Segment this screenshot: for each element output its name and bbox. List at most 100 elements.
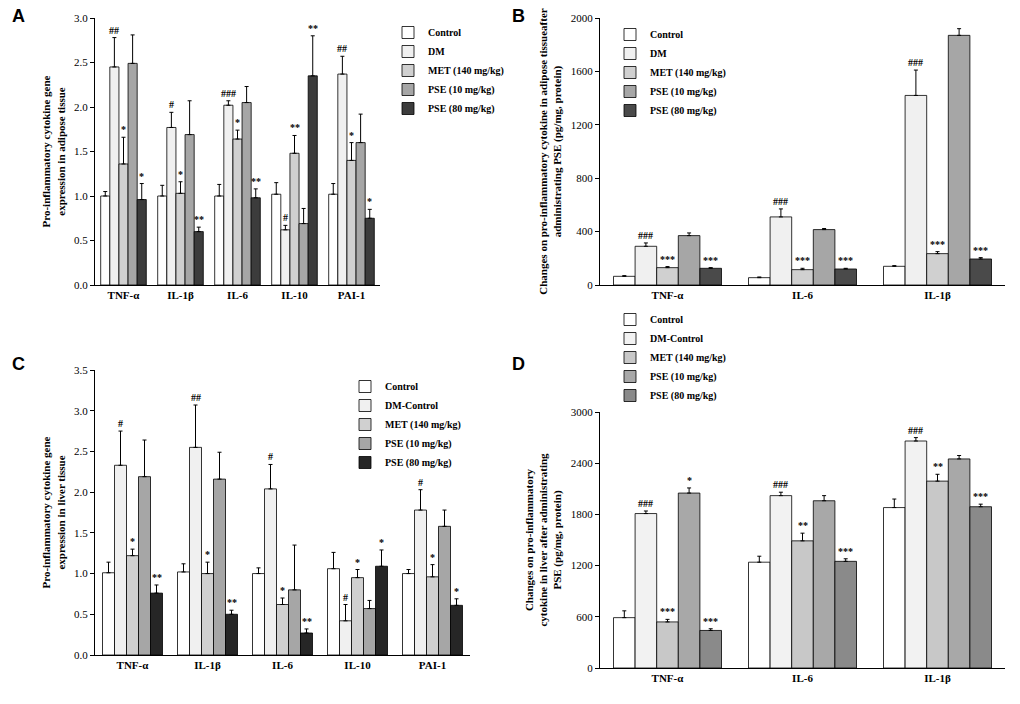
svg-text:**: ** [290,122,300,133]
svg-text:PAI-1: PAI-1 [338,289,365,301]
svg-text:3.0: 3.0 [74,405,88,417]
svg-text:0.5: 0.5 [74,608,88,620]
svg-text:Control: Control [650,29,683,40]
svg-text:IL-6: IL-6 [227,289,248,301]
svg-text:#: # [118,418,123,429]
svg-text:1800: 1800 [571,508,594,520]
svg-text:*: * [280,585,285,596]
svg-text:#: # [169,99,174,110]
svg-text:IL-6: IL-6 [272,659,293,671]
svg-text:DM: DM [650,48,667,59]
svg-text:#: # [418,477,423,488]
svg-text:PSE (10 mg/kg): PSE (10 mg/kg) [428,84,495,96]
svg-text:***: *** [703,255,718,266]
svg-text:1200: 1200 [571,119,594,131]
svg-text:###: ### [908,425,923,436]
svg-text:MET (140 mg/kg): MET (140 mg/kg) [428,65,504,77]
svg-text:TNF-α: TNF-α [108,289,141,301]
svg-text:3000: 3000 [571,406,594,418]
svg-text:PSE (10 mg/kg): PSE (10 mg/kg) [650,86,717,98]
svg-text:B: B [512,6,525,26]
svg-text:600: 600 [576,611,593,623]
svg-text:***: *** [703,616,718,627]
svg-text:IL-10: IL-10 [281,289,308,301]
svg-text:IL-1β: IL-1β [194,659,221,671]
svg-text:0.0: 0.0 [74,649,88,661]
svg-text:***: *** [973,491,988,502]
svg-text:MET (140 mg/kg): MET (140 mg/kg) [385,419,461,431]
svg-text:Control: Control [385,381,418,392]
svg-text:***: *** [838,546,853,557]
svg-text:Changes on pro-inflammatorycyt: Changes on pro-inflammatorycytokine in l… [523,453,565,627]
svg-text:PSE (10 mg/kg): PSE (10 mg/kg) [650,371,717,383]
svg-text:***: *** [795,255,810,266]
svg-text:TNF-α: TNF-α [652,672,685,684]
svg-text:*: * [139,171,144,182]
svg-text:##: ## [191,392,201,403]
svg-text:1200: 1200 [571,559,594,571]
svg-text:***: *** [973,245,988,256]
svg-text:*: * [205,549,210,560]
svg-text:PSE (80 mg/kg): PSE (80 mg/kg) [650,105,717,117]
svg-text:*: * [379,537,384,548]
svg-text:IL-1β: IL-1β [924,672,951,684]
svg-text:0.5: 0.5 [74,234,88,246]
svg-text:*: * [130,536,135,547]
svg-text:PSE (80 mg/kg): PSE (80 mg/kg) [650,390,717,402]
svg-text:***: *** [838,255,853,266]
svg-text:3.5: 3.5 [74,364,88,376]
svg-text:2.5: 2.5 [74,56,88,68]
svg-text:DM-Control: DM-Control [385,400,438,411]
svg-text:*: * [235,117,240,128]
svg-text:*: * [349,130,354,141]
svg-text:#: # [283,212,288,223]
svg-text:D: D [512,354,525,374]
svg-text:2.0: 2.0 [74,486,88,498]
svg-text:C: C [12,354,25,374]
svg-text:*: * [367,196,372,207]
svg-text:1.0: 1.0 [74,190,88,202]
svg-text:MET (140 mg/kg): MET (140 mg/kg) [650,67,726,79]
svg-text:PSE (80 mg/kg): PSE (80 mg/kg) [428,103,495,115]
svg-text:##: ## [109,25,119,36]
svg-text:IL-6: IL-6 [792,672,813,684]
svg-text:*: * [355,557,360,568]
svg-text:1600: 1600 [571,65,594,77]
svg-text:*: * [687,475,692,486]
svg-text:2000: 2000 [571,12,594,24]
svg-text:***: *** [660,254,675,265]
svg-text:*: * [430,552,435,563]
svg-text:DM: DM [428,46,445,57]
svg-text:PSE (80 mg/kg): PSE (80 mg/kg) [385,457,452,469]
svg-text:Control: Control [650,314,683,325]
svg-text:IL-1β: IL-1β [924,289,951,301]
svg-text:***: *** [660,606,675,617]
svg-text:**: ** [227,597,237,608]
svg-text:1.5: 1.5 [74,527,88,539]
svg-text:PAI-1: PAI-1 [419,659,446,671]
svg-text:1.5: 1.5 [74,145,88,157]
svg-text:IL-1β: IL-1β [167,289,194,301]
svg-text:#: # [268,451,273,462]
svg-text:***: *** [930,239,945,250]
svg-text:Control: Control [428,27,461,38]
svg-text:TNF-α: TNF-α [652,289,685,301]
svg-text:*: * [121,124,126,135]
svg-text:1.0: 1.0 [74,567,88,579]
svg-text:IL-10: IL-10 [344,659,371,671]
svg-text:**: ** [152,572,162,583]
svg-text:Pro-inflammatory cytokine gene: Pro-inflammatory cytokine geneexpression… [40,436,66,588]
svg-text:###: ### [638,230,653,241]
svg-text:0: 0 [587,662,593,674]
svg-text:Pro-inflammatory cytokine gene: Pro-inflammatory cytokine geneexpression… [40,75,66,227]
svg-text:**: ** [308,23,318,34]
svg-text:2400: 2400 [571,457,594,469]
svg-text:**: ** [798,520,808,531]
svg-text:Changes on pro-inflammatory cy: Changes on pro-inflammatory cytokine in … [537,8,564,295]
svg-text:A: A [12,6,25,26]
svg-text:800: 800 [576,172,593,184]
svg-text:**: ** [251,176,261,187]
svg-text:###: ### [908,57,923,68]
svg-text:0: 0 [587,279,593,291]
svg-text:2.0: 2.0 [74,101,88,113]
